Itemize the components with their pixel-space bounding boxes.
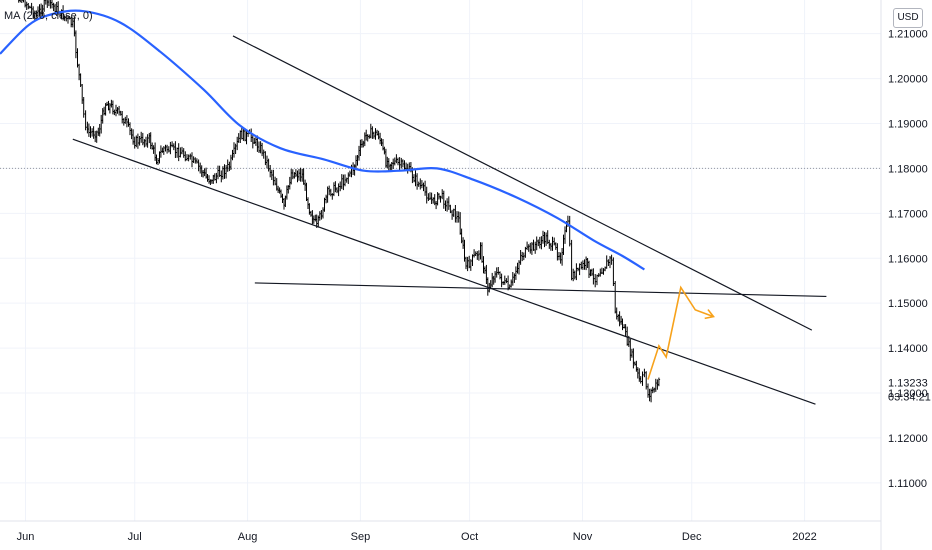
x-tick-label: Nov bbox=[573, 531, 593, 543]
x-tick-label: Jun bbox=[17, 531, 35, 543]
x-tick-label: Jul bbox=[128, 531, 142, 543]
y-tick-label: 1.20000 bbox=[888, 74, 928, 86]
projection-arrowhead bbox=[704, 309, 715, 320]
trendlines bbox=[72, 35, 827, 405]
y-tick-label: 1.14000 bbox=[888, 343, 928, 355]
projection-path bbox=[647, 285, 715, 380]
x-tick-label: 2022 bbox=[792, 531, 816, 543]
x-tick-label: Aug bbox=[238, 531, 258, 543]
ma-200-line bbox=[0, 9, 645, 271]
lower-channel-line bbox=[72, 138, 816, 405]
upper-channel-line bbox=[232, 35, 813, 331]
y-tick-label: 1.12000 bbox=[888, 433, 928, 445]
y-tick-label: 1.13000 bbox=[888, 388, 928, 400]
x-tick-label: Oct bbox=[461, 531, 478, 543]
grid bbox=[0, 0, 881, 521]
y-tick-label: 1.19000 bbox=[888, 119, 928, 131]
projection-line bbox=[647, 285, 714, 380]
y-tick-label: 1.11000 bbox=[888, 478, 927, 490]
currency-button[interactable]: USD bbox=[893, 8, 923, 28]
bar-countdown-label: 03:34:21 bbox=[888, 392, 931, 404]
y-tick-label: 1.15000 bbox=[888, 298, 928, 310]
x-tick-label: Sep bbox=[351, 531, 371, 543]
indicator-legend[interactable]: MA (200, close, 0) bbox=[4, 10, 93, 22]
current-price-label: 1.13233 bbox=[888, 378, 928, 390]
horizontal-support-line bbox=[254, 282, 827, 298]
moving-average-line bbox=[0, 9, 645, 271]
y-tick-label: 1.18000 bbox=[888, 163, 928, 175]
y-tick-label: 1.16000 bbox=[888, 253, 928, 265]
y-tick-label: 1.17000 bbox=[888, 208, 928, 220]
x-tick-label: Dec bbox=[682, 531, 702, 543]
y-tick-label: 1.21000 bbox=[888, 29, 928, 41]
price-series bbox=[18, 0, 661, 403]
